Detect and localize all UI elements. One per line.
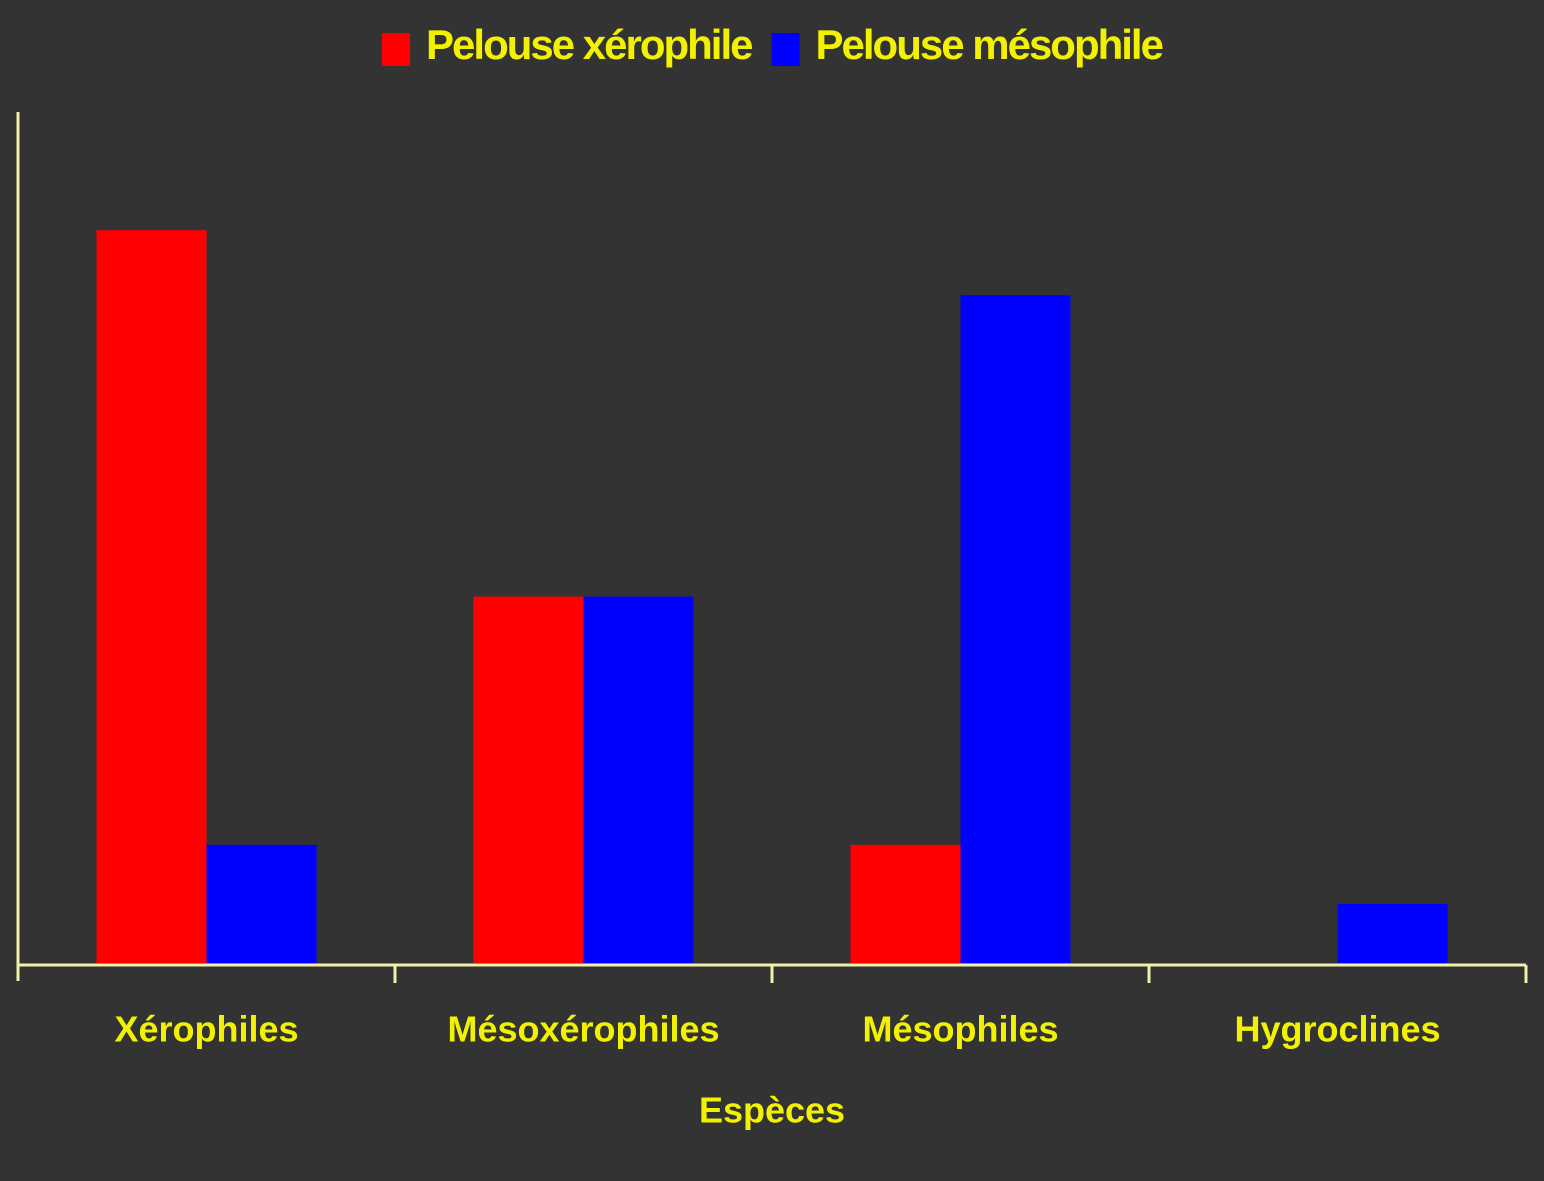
bar xyxy=(850,844,961,963)
bar xyxy=(1337,903,1448,963)
legend-swatch xyxy=(382,33,411,66)
x-tick-label: Xérophiles xyxy=(114,1009,298,1050)
x-tick-label: Hygroclines xyxy=(1234,1009,1440,1050)
legend-swatch xyxy=(771,33,800,66)
x-tick-label: Mésophiles xyxy=(862,1009,1058,1050)
x-axis-title: Espèces xyxy=(699,1090,845,1131)
bar xyxy=(473,596,584,963)
bar xyxy=(206,844,317,963)
bar xyxy=(960,295,1071,963)
legend-label: Pelouse mésophile xyxy=(816,21,1163,68)
x-tick-label: Mésoxérophiles xyxy=(447,1009,719,1050)
legend-label: Pelouse xérophile xyxy=(426,21,752,68)
bar xyxy=(583,596,694,963)
bar xyxy=(96,230,207,963)
